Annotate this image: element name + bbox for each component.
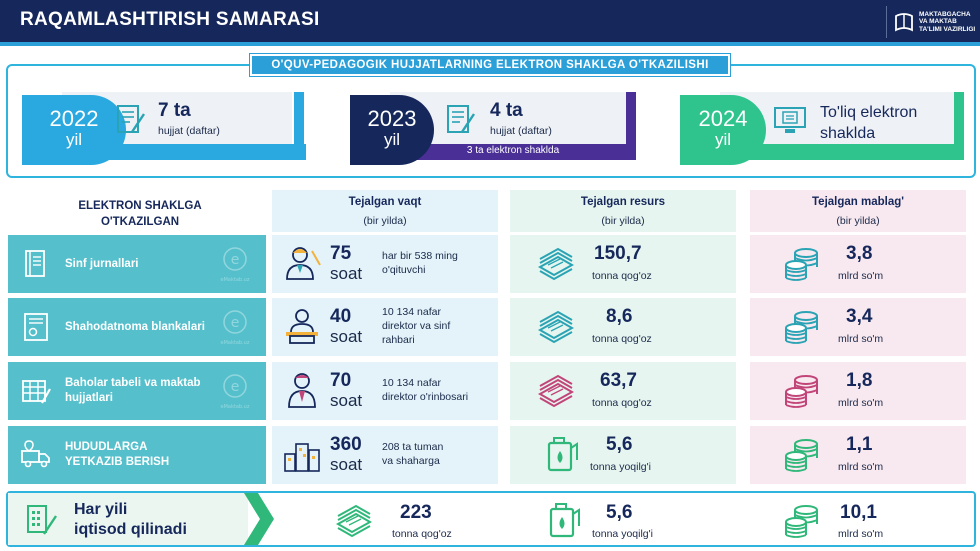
resource-cell: 63,7 tonna qog'oz	[510, 362, 736, 420]
annual-fuel-unit: tonna yoqilg'i	[592, 528, 653, 540]
header-bar: RAQAMLASHTIRISH SAMARASI MAKTABGACHA VA …	[0, 0, 980, 42]
coins-icon	[782, 243, 822, 283]
book-logo-icon	[895, 13, 913, 32]
annual-paper-value: 223	[400, 502, 432, 523]
emaktab-watermark-icon	[220, 306, 250, 348]
time-cell: 70 soat 10 134 nafar direktor o'rinbosar…	[272, 362, 498, 420]
fuel-canister-icon	[544, 500, 584, 540]
year-underbar	[720, 144, 964, 160]
year-number: 2022	[49, 106, 99, 131]
teacher-icon	[282, 243, 322, 283]
certificate-icon	[20, 311, 52, 343]
annual-savings-frame	[6, 491, 976, 547]
year-sidebar	[626, 92, 636, 160]
year-underbar	[62, 144, 306, 160]
coins-icon	[782, 370, 822, 410]
director-icon	[282, 306, 322, 346]
annual-money-value: 10,1	[840, 502, 877, 523]
annual-fuel-value: 5,6	[606, 502, 633, 523]
left-column-head: ELEKTRON SHAKLGA O'TKAZILGAN	[78, 200, 202, 228]
paper-stack-icon	[536, 370, 576, 410]
year-pill: 2022 yil	[22, 95, 126, 165]
coins-icon	[782, 434, 822, 474]
money-cell: 1,8 mlrd so'm	[750, 362, 966, 420]
document-icon	[112, 102, 148, 138]
city-buildings-icon	[282, 434, 322, 474]
money-cell: 3,8 mlrd so'm	[750, 235, 966, 293]
calculator-document-icon	[27, 505, 57, 535]
electronic-note: 3 ta elektron shaklda	[466, 145, 560, 156]
year-number: 2024	[698, 106, 748, 131]
time-cell: 360 soat 208 ta tuman va shaharga	[272, 426, 498, 484]
emaktab-watermark-icon	[220, 243, 250, 285]
logo-text: MAKTABGACHA VA MAKTAB TA'LIMI VAZIRLIGI	[919, 10, 976, 33]
doc-count: 7 ta	[158, 100, 191, 121]
annual-savings-title: Har yili iqtisod qilinadi	[74, 501, 187, 538]
year-card-2024: 2024 yil To'liq elektron shaklda	[680, 92, 970, 168]
section-banner: O'QUV-PEDAGOGIK HUJJATLARNING ELEKTRON S…	[249, 53, 731, 77]
emaktab-watermark-icon	[220, 370, 250, 412]
fully-electronic-text: To'liq elektron shaklda	[820, 104, 918, 142]
year-pill: 2023 yil	[350, 95, 434, 165]
paper-stack-icon	[536, 306, 576, 346]
year-sidebar	[294, 92, 304, 160]
year-label: yil	[714, 130, 732, 149]
paper-stack-icon	[334, 500, 374, 540]
annual-money-unit: mlrd so'm	[838, 528, 884, 540]
fuel-canister-icon	[542, 434, 582, 474]
year-card-2023: 3 ta elektron shaklda 2023 yil 4 ta hujj…	[350, 92, 636, 168]
year-card-2022: 2022 yil 7 ta hujjat (daftar)	[22, 92, 306, 168]
year-number: 2023	[367, 106, 417, 131]
deputy-director-icon	[282, 370, 322, 410]
journal-icon	[20, 248, 52, 280]
column-head-time: Tejalgan vaqt (bir yilda)	[272, 190, 498, 232]
money-cell: 3,4 mlrd so'm	[750, 298, 966, 356]
doc-count-sub: hujjat (daftar)	[158, 125, 220, 137]
paper-stack-icon	[536, 243, 576, 283]
time-cell: 75 soat har bir 538 ming o'qituvchi	[272, 235, 498, 293]
money-cell: 1,1 mlrd so'm	[750, 426, 966, 484]
annual-paper-unit: tonna qog'oz	[392, 528, 452, 540]
page-title: RAQAMLASHTIRISH SAMARASI	[20, 9, 320, 30]
gradebook-icon	[20, 375, 52, 407]
resource-cell: 5,6 tonna yoqilg'i	[510, 426, 736, 484]
year-underbar: 3 ta elektron shaklda	[390, 144, 636, 160]
year-label: yil	[383, 130, 401, 149]
year-label: yil	[65, 130, 83, 149]
row-label-gradebook: Baholar tabeli va maktab hujjatlari	[8, 362, 266, 420]
column-head-resource: Tejalgan resurs (bir yilda)	[510, 190, 736, 232]
document-icon	[442, 102, 478, 138]
coins-icon	[782, 500, 822, 540]
column-head-money: Tejalgan mablag' (bir yilda)	[750, 190, 966, 232]
row-label-certificates: Shahodatnoma blankalari	[8, 298, 266, 356]
year-sidebar	[954, 92, 964, 160]
row-label-class-journals: Sinf jurnallari	[8, 235, 266, 293]
doc-count-sub: hujjat (daftar)	[490, 125, 552, 137]
header-accent-line	[0, 42, 980, 46]
annual-savings-label-panel	[8, 493, 248, 545]
chevron-right-icon	[244, 493, 274, 545]
year-pill: 2024 yil	[680, 95, 766, 165]
coins-icon	[782, 306, 822, 346]
ministry-logo: MAKTABGACHA VA MAKTAB TA'LIMI VAZIRLIGI	[886, 6, 978, 38]
resource-cell: 150,7 tonna qog'oz	[510, 235, 736, 293]
row-label-delivery: HUDUDLARGA YETKAZIB BERISH	[8, 426, 266, 484]
delivery-truck-icon	[20, 439, 52, 471]
doc-count: 4 ta	[490, 100, 523, 121]
resource-cell: 8,6 tonna qog'oz	[510, 298, 736, 356]
time-cell: 40 soat 10 134 nafar direktor va sinf ra…	[272, 298, 498, 356]
computer-icon	[772, 102, 808, 138]
